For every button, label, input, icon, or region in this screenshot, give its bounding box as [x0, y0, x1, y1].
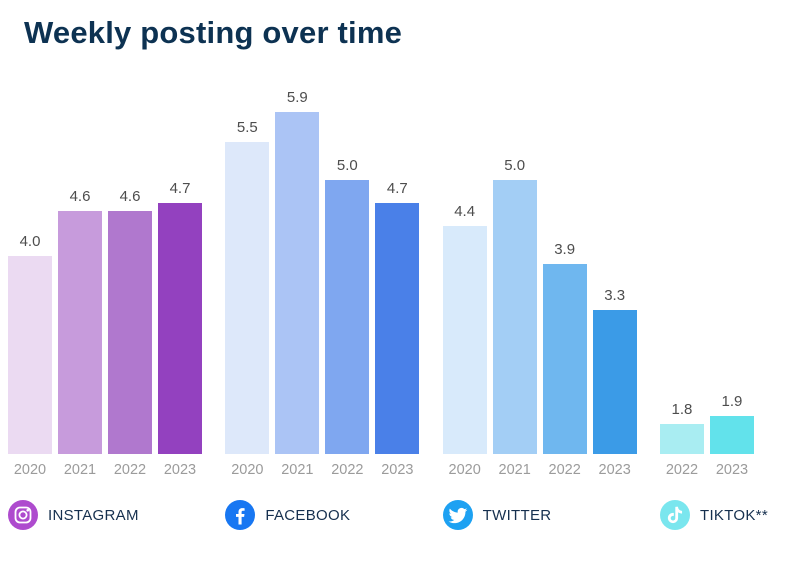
bar-group-facebook: 5.5 5.9 5.0 4.7 2020 2021 2022 2023 FACEBOOK [225, 80, 420, 530]
legend-label: TWITTER [482, 506, 552, 524]
bars-row-twitter: 4.4 5.0 3.9 3.3 [442, 80, 637, 454]
bar-column: 5.0 [325, 157, 370, 454]
bar-value-label: 5.0 [336, 157, 358, 174]
bar-column: 4.7 [158, 180, 202, 454]
year-label: 2020 [13, 462, 47, 478]
bar-column: 4.7 [375, 180, 420, 454]
bar-instagram-2023 [158, 203, 202, 454]
bar-column: 3.9 [542, 241, 587, 454]
bar-column: 1.8 [659, 401, 704, 454]
bar-column: 5.0 [492, 157, 537, 454]
year-label: 2021 [498, 462, 531, 478]
year-label: 2020 [448, 462, 481, 478]
bar-value-label: 4.7 [386, 180, 408, 197]
bar-column: 4.6 [58, 188, 102, 454]
bar-column: 3.3 [592, 287, 637, 454]
year-label: 2023 [715, 462, 749, 478]
bar-twitter-2021 [492, 180, 537, 454]
bar-column: 5.5 [225, 119, 270, 454]
year-label: 2022 [113, 462, 147, 478]
chart-title: Weekly posting over time [24, 15, 403, 50]
bar-column: 4.6 [108, 188, 152, 454]
years-row-tiktok: 2022 2023 [660, 462, 768, 478]
year-label: 2020 [231, 462, 264, 478]
bar-value-label: 4.0 [19, 233, 41, 250]
year-label: 2022 [331, 462, 364, 478]
bars-row-tiktok: 1.8 1.9 [659, 80, 768, 454]
legend-item-twitter: TWITTER [442, 500, 637, 530]
bar-column: 4.0 [8, 233, 52, 454]
bar-group-instagram: 4.0 4.6 4.6 4.7 2020 2021 2022 2023 INSTAGRAM [8, 80, 202, 530]
bar-instagram-2020 [8, 256, 52, 454]
bar-column: 1.9 [709, 393, 754, 454]
bar-value-label: 4.4 [454, 203, 476, 220]
bar-column: 4.4 [442, 203, 487, 454]
legend-item-tiktok: TIKTOK** [659, 500, 768, 530]
year-label: 2023 [163, 462, 197, 478]
bar-column: 5.9 [275, 89, 320, 454]
bar-group-tiktok: 1.8 1.9 2022 2023 TIKTOK** [659, 80, 768, 530]
bar-twitter-2023 [592, 310, 637, 454]
year-label: 2023 [598, 462, 631, 478]
year-label: 2023 [381, 462, 414, 478]
legend-label: FACEBOOK [265, 506, 351, 524]
bar-value-label: 4.7 [169, 180, 191, 197]
bar-value-label: 4.6 [119, 188, 141, 205]
year-label: 2021 [63, 462, 97, 478]
bars-row-facebook: 5.5 5.9 5.0 4.7 [225, 80, 420, 454]
years-row-twitter: 2020 2021 2022 2023 [443, 462, 637, 478]
bar-value-label: 5.9 [286, 89, 308, 106]
legend-item-facebook: FACEBOOK [225, 500, 419, 530]
tiktok-icon [659, 500, 690, 530]
twitter-icon [442, 500, 473, 530]
years-row-facebook: 2020 2021 2022 2023 [225, 462, 419, 478]
bar-instagram-2021 [58, 211, 102, 454]
bar-value-label: 5.0 [504, 157, 526, 174]
bar-facebook-2020 [225, 142, 270, 454]
bar-instagram-2022 [108, 211, 152, 454]
bar-facebook-2023 [375, 203, 420, 454]
bar-twitter-2022 [542, 264, 587, 454]
bars-row-instagram: 4.0 4.6 4.6 4.7 [8, 80, 202, 454]
legend-label: TIKTOK** [699, 506, 768, 524]
bar-chart: 4.0 4.6 4.6 4.7 2020 2021 2022 2023 INSTAGRAM 5.5… [0, 80, 800, 530]
bar-value-label: 5.5 [236, 119, 258, 136]
bar-facebook-2021 [275, 112, 320, 454]
bar-value-label: 3.3 [604, 287, 626, 304]
bar-value-label: 3.9 [554, 241, 576, 258]
year-label: 2022 [665, 462, 699, 478]
page: Weekly posting over time 4.0 4.6 4.6 4.7 202… [0, 14, 800, 563]
legend-label: INSTAGRAM [48, 506, 139, 524]
instagram-icon [8, 500, 38, 530]
years-row-instagram: 2020 2021 2022 2023 [8, 462, 202, 478]
year-label: 2021 [281, 462, 314, 478]
year-label: 2022 [548, 462, 581, 478]
bar-value-label: 1.9 [721, 393, 743, 410]
bar-group-twitter: 4.4 5.0 3.9 3.3 2020 2021 2022 2023 TWITTER [442, 80, 637, 530]
bar-tiktok-2022 [659, 424, 704, 454]
bar-tiktok-2023 [709, 416, 754, 454]
legend-item-instagram: INSTAGRAM [8, 500, 202, 530]
bar-facebook-2022 [325, 180, 370, 454]
facebook-icon [225, 500, 256, 530]
bar-value-label: 1.8 [671, 401, 693, 418]
bar-twitter-2020 [442, 226, 487, 454]
bar-value-label: 4.6 [69, 188, 91, 205]
